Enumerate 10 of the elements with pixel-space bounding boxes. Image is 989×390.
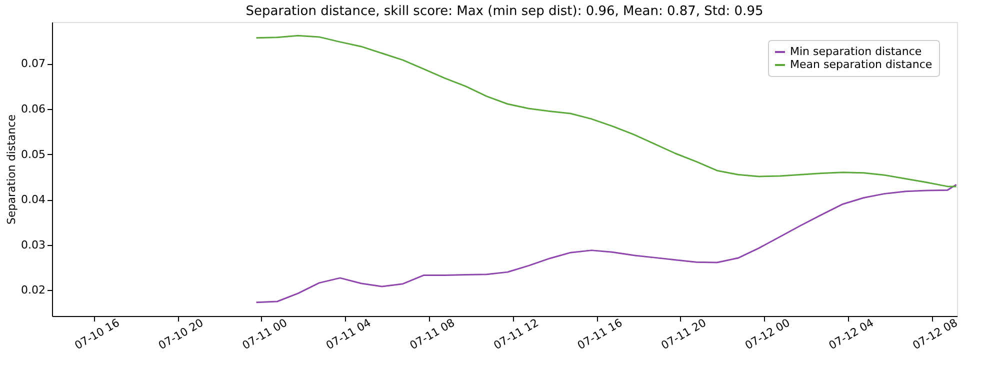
legend-label: Min separation distance [790,45,922,58]
y-tick-label: 0.04 [21,193,46,206]
y-tick-label: 0.07 [21,57,46,70]
y-tick-label: 0.03 [21,238,46,252]
y-tick-label: 0.05 [21,148,46,161]
y-tick-label: 0.02 [21,284,46,297]
chart-title: Separation distance, skill score: Max (min sep dist): 0.96, Mean: 0.87, Std: 0.95 [246,4,764,19]
y-axis-title: Separation distance [5,114,18,224]
legend-label: Mean separation distance [790,58,932,71]
y-tick-label: 0.06 [21,102,46,116]
